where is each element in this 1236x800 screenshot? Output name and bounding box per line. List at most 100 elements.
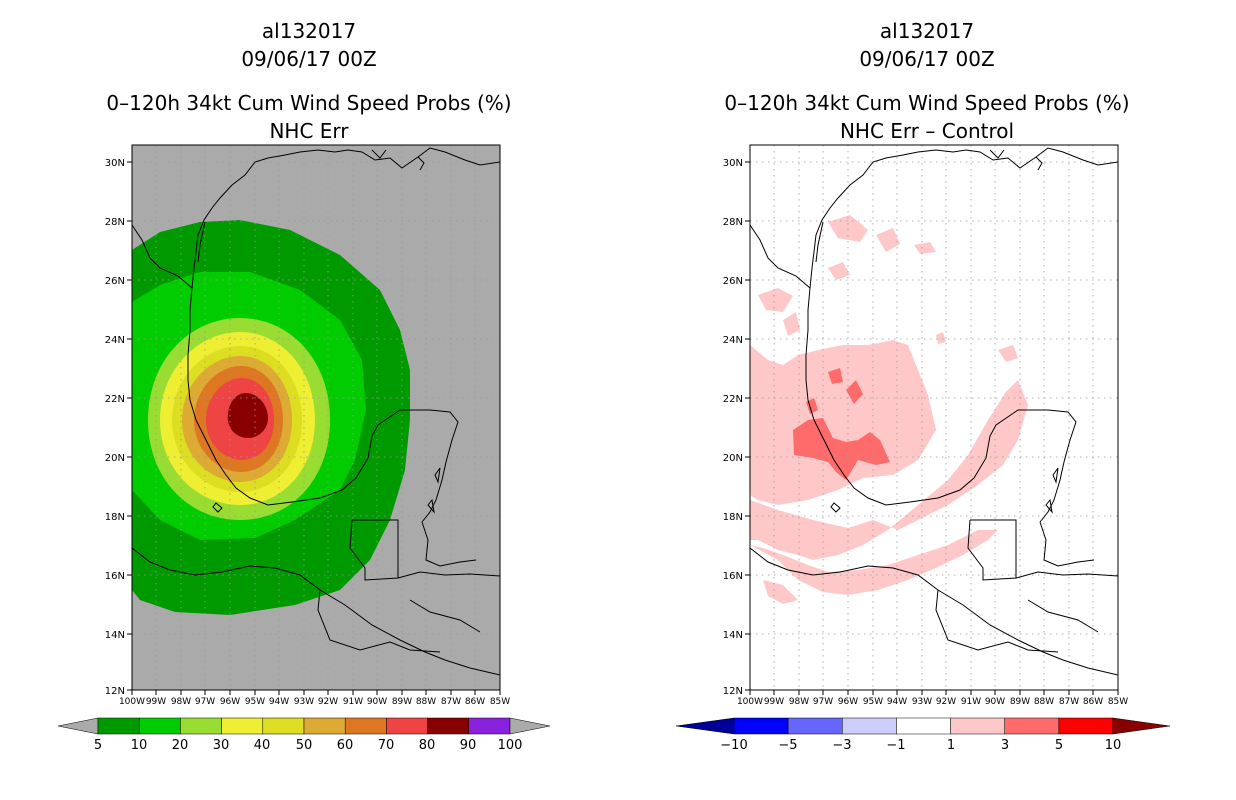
left-lon-labels: 100W 99W 98W 97W 96W 95W 94W 93W 92W 91W… [119,697,510,707]
lon-label: 87W [441,697,461,707]
lat-label: 22N [105,394,125,405]
colorbar-swatch [138,717,181,735]
diff-contour-1to3 [758,288,793,312]
colorbar-swatch [262,717,305,735]
left-datetime: 09/06/17 00Z [241,47,376,71]
lon-label: 86W [1083,697,1103,707]
lon-label: 88W [1034,697,1054,707]
lon-label: 90W [367,697,387,707]
lon-label: 91W [961,697,981,707]
lat-label: 26N [105,276,125,287]
lat-label: 26N [723,276,743,287]
left-storm-id: al132017 [262,19,356,43]
lon-label: 95W [863,697,883,707]
colorbar-label: 20 [172,738,189,753]
lon-label: 99W [764,697,784,707]
colorbar-label: −1 [886,738,905,753]
right-colorbar: −10 −5 −3 −1 1 3 5 10 [675,717,1171,753]
left-lat-labels: 30N 28N 26N 24N 22N 20N 18N 16N 14N 12N [105,158,125,697]
lat-label: 24N [105,335,125,346]
colorbar-label: 10 [131,738,148,753]
lon-label: 90W [985,697,1005,707]
colorbar-high-triangle [1112,717,1171,735]
diff-contour-1to3 [914,242,936,254]
lat-label: 12N [723,686,743,697]
colorbar-low-triangle [675,717,735,735]
right-map [750,145,1118,690]
lat-label: 28N [723,217,743,228]
right-storm-id: al132017 [880,19,974,43]
diff-contour-1to3 [998,345,1018,362]
lon-label: 91W [343,697,363,707]
lat-label: 12N [105,686,125,697]
diff-contour-1to3 [783,312,800,336]
colorbar-label: 1 [947,738,955,753]
lat-label: 14N [105,630,125,641]
colorbar-low-triangle [57,717,99,735]
prob-contour-80 [227,393,268,438]
right-panel: al132017 09/06/17 00Z 0–120h 34kt Cum Wi… [675,19,1171,753]
lat-label: 22N [723,394,743,405]
lat-label: 18N [105,512,125,523]
colorbar-swatch [221,717,264,735]
colorbar-swatch [468,717,511,735]
colorbar-label: 30 [213,738,230,753]
colorbar-swatch [896,717,951,735]
lon-label: 98W [171,697,191,707]
diff-contour-3to5 [793,418,890,480]
left-panel: al132017 09/06/17 00Z 0–120h 34kt Cum Wi… [57,19,551,753]
diff-contour-1to3 [876,228,900,252]
right-lat-labels: 30N 28N 26N 24N 22N 20N 18N 16N 14N 12N [723,158,743,697]
colorbar-swatch [842,717,897,735]
colorbar-label: −10 [720,738,747,753]
lon-label: 100W [737,697,763,707]
left-colorbar: 5 10 20 30 40 50 60 70 80 90 100 [57,717,551,753]
lat-label: 16N [723,571,743,582]
right-datetime: 09/06/17 00Z [859,47,994,71]
diff-contour-1to3 [750,340,936,505]
colorbar-swatch [1058,717,1114,735]
colorbar-swatch [344,717,387,735]
lon-label: 99W [146,697,166,707]
lat-label: 18N [723,512,743,523]
colorbar-swatch [303,717,346,735]
lon-label: 98W [789,697,809,707]
lon-label: 100W [119,697,145,707]
colorbar-swatch [97,717,140,735]
colorbar-label: 60 [337,738,354,753]
lon-label: 92W [318,697,338,707]
colorbar-swatch [180,717,222,735]
diff-contour-1to3 [750,380,1028,560]
colorbar-swatch [1004,717,1060,735]
lon-label: 89W [1010,697,1030,707]
left-map [132,145,500,690]
colorbar-swatch [787,717,843,735]
lon-label: 96W [838,697,858,707]
lon-label: 89W [392,697,412,707]
colorbar-label: 10 [1105,738,1122,753]
lon-label: 85W [1108,697,1128,707]
lon-label: 85W [490,697,510,707]
colorbar-label: 5 [1055,738,1063,753]
diff-contour-1to3 [828,215,868,242]
colorbar-swatch [733,717,789,735]
colorbar-swatch [427,717,470,735]
right-subtitle: NHC Err – Control [840,119,1014,143]
colorbar-swatch [950,717,1005,735]
right-map-frame [749,144,1119,691]
diff-contour-1to3 [936,332,946,344]
lat-label: 30N [105,158,125,169]
right-lon-labels: 100W 99W 98W 97W 96W 95W 94W 93W 92W 91W… [737,697,1128,707]
left-map-frame [131,144,501,691]
lon-label: 92W [936,697,956,707]
lon-label: 97W [195,697,215,707]
colorbar-label: 50 [296,738,313,753]
colorbar-label: 70 [378,738,395,753]
lon-label: 87W [1059,697,1079,707]
lat-label: 16N [105,571,125,582]
left-subtitle: NHC Err [269,119,349,143]
diff-contour-1to3 [763,580,798,604]
lat-label: 24N [723,335,743,346]
lat-label: 30N [723,158,743,169]
